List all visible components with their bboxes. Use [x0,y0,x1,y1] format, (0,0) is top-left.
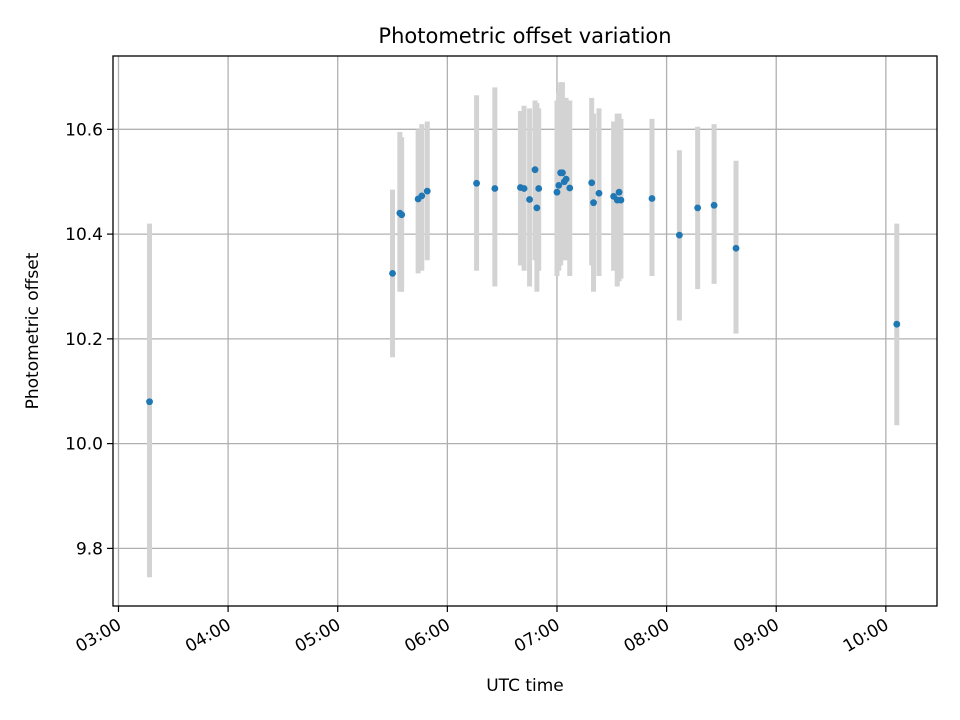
data-point [562,175,570,183]
data-point [520,185,528,192]
data-point [615,188,623,196]
data-point [732,244,740,252]
y-tick-label: 9.8 [76,539,103,559]
data-point [566,184,574,192]
errorbars [147,82,900,578]
y-tick-label: 10.4 [65,225,103,245]
data-point [588,179,596,187]
data-point [423,187,431,195]
data-point [418,192,426,200]
x-tick-label: 08:00 [621,615,673,657]
y-axis: 9.8 10.0 10.2 10.4 10.6 [65,120,113,559]
y-tick-label: 10.0 [65,435,103,455]
x-axis: 03:00 04:00 05:00 06:00 07:00 08:00 09:00 10:00 [73,606,892,657]
data-point [555,181,563,189]
data-point [675,231,683,239]
chart-title: Photometric offset variation [378,24,671,48]
data-point [535,185,543,192]
data-point [559,169,566,177]
x-tick-label: 05:00 [292,615,344,657]
data-point [595,189,603,197]
data-point [648,195,656,202]
y-tick-label: 10.2 [65,330,103,350]
x-tick-label: 03:00 [73,615,125,657]
plot-frame [112,55,938,607]
data-point [590,199,597,207]
data-point [533,204,541,212]
x-tick-label: 10:00 [840,615,892,657]
data-point [491,185,499,192]
data-point [398,211,406,219]
x-tick-label: 06:00 [401,615,453,657]
data-point [389,269,396,277]
data-point [617,196,625,204]
data-point [553,188,561,196]
data-point [710,201,718,209]
data-point [473,179,480,187]
x-tick-label: 09:00 [730,615,782,657]
x-axis-label: UTC time [486,676,564,696]
data-point [694,204,702,212]
data-point [893,320,901,328]
y-axis-label: Photometric offset [23,252,43,409]
x-tick-label: 07:00 [511,615,563,657]
data-point [146,398,153,406]
y-tick-label: 10.6 [65,120,103,140]
data-point [526,196,533,203]
x-tick-label: 04:00 [182,615,234,657]
data-point [531,166,539,174]
points [146,166,901,406]
